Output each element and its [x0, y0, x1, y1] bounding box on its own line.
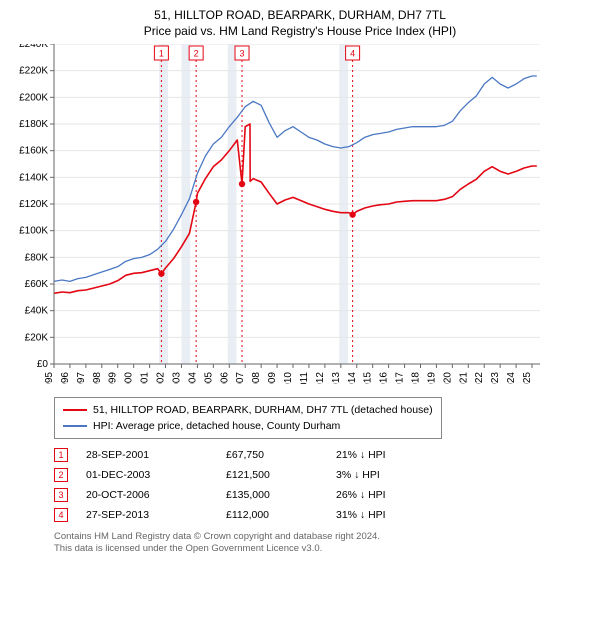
- row-marker: 1: [54, 448, 68, 462]
- svg-text:2007: 2007: [235, 372, 246, 384]
- svg-text:1: 1: [159, 49, 164, 59]
- svg-text:2012: 2012: [315, 372, 326, 384]
- svg-text:£160K: £160K: [19, 146, 48, 157]
- row-pct: 26% ↓ HPI: [336, 489, 466, 501]
- footer-line-2: This data is licensed under the Open Gov…: [54, 543, 590, 555]
- row-date: 01-DEC-2003: [86, 469, 226, 481]
- row-price: £121,500: [226, 469, 336, 481]
- svg-text:2011: 2011: [299, 372, 310, 384]
- svg-text:2010: 2010: [283, 372, 294, 384]
- svg-text:2006: 2006: [219, 372, 230, 384]
- row-date: 28-SEP-2001: [86, 449, 226, 461]
- svg-text:2018: 2018: [410, 372, 421, 384]
- svg-text:2008: 2008: [251, 372, 262, 384]
- svg-text:2020: 2020: [442, 372, 453, 384]
- svg-text:£200K: £200K: [19, 92, 48, 103]
- svg-text:2015: 2015: [363, 372, 374, 384]
- row-date: 20-OCT-2006: [86, 489, 226, 501]
- row-marker: 3: [54, 488, 68, 502]
- svg-text:2000: 2000: [124, 372, 135, 384]
- svg-text:2004: 2004: [187, 372, 198, 384]
- svg-text:£140K: £140K: [19, 172, 48, 183]
- svg-text:2013: 2013: [331, 372, 342, 384]
- svg-text:2025: 2025: [522, 372, 533, 384]
- svg-text:2002: 2002: [156, 372, 167, 384]
- table-row: 2 01-DEC-2003£121,5003% ↓ HPI: [54, 465, 590, 485]
- legend-box: 51, HILLTOP ROAD, BEARPARK, DURHAM, DH7 …: [54, 397, 442, 439]
- legend-row: 51, HILLTOP ROAD, BEARPARK, DURHAM, DH7 …: [63, 402, 433, 418]
- svg-text:£240K: £240K: [19, 44, 48, 50]
- svg-text:2014: 2014: [347, 372, 358, 384]
- svg-text:£220K: £220K: [19, 66, 48, 77]
- row-pct: 21% ↓ HPI: [336, 449, 466, 461]
- chart-title: 51, HILLTOP ROAD, BEARPARK, DURHAM, DH7 …: [10, 8, 590, 22]
- svg-text:2016: 2016: [379, 372, 390, 384]
- svg-text:2024: 2024: [506, 372, 517, 384]
- svg-text:2023: 2023: [490, 372, 501, 384]
- svg-text:2021: 2021: [458, 372, 469, 384]
- svg-text:2003: 2003: [171, 372, 182, 384]
- svg-text:2017: 2017: [395, 372, 406, 384]
- chart-area: £0 £20K £40K £60K £80K £100K £120K £140K £160K £1…: [10, 44, 590, 389]
- legend-row: HPI: Average price, detached house, Coun…: [63, 418, 433, 434]
- svg-text:£0: £0: [37, 359, 49, 370]
- footer-attribution: Contains HM Land Registry data © Crown c…: [54, 531, 590, 556]
- svg-text:£60K: £60K: [25, 279, 49, 290]
- row-pct: 31% ↓ HPI: [336, 509, 466, 521]
- svg-text:2: 2: [194, 49, 199, 59]
- svg-text:£180K: £180K: [19, 119, 48, 130]
- svg-text:1998: 1998: [92, 372, 103, 384]
- legend-label: 51, HILLTOP ROAD, BEARPARK, DURHAM, DH7 …: [93, 404, 433, 416]
- svg-text:£100K: £100K: [19, 226, 48, 237]
- table-row: 4 27-SEP-2013£112,00031% ↓ HPI: [54, 505, 590, 525]
- svg-text:3: 3: [240, 49, 245, 59]
- chart-subtitle: Price paid vs. HM Land Registry's House …: [10, 24, 590, 38]
- row-marker: 4: [54, 508, 68, 522]
- row-price: £112,000: [226, 509, 336, 521]
- row-marker: 2: [54, 468, 68, 482]
- svg-text:2022: 2022: [474, 372, 485, 384]
- footer-line-1: Contains HM Land Registry data © Crown c…: [54, 531, 590, 543]
- table-row: 1 28-SEP-2001£67,75021% ↓ HPI: [54, 445, 590, 465]
- row-price: £67,750: [226, 449, 336, 461]
- legend-swatch: [63, 409, 87, 411]
- svg-text:£40K: £40K: [25, 306, 49, 317]
- svg-text:4: 4: [350, 49, 355, 59]
- line-chart-svg: £0 £20K £40K £60K £80K £100K £120K £140K £160K £1…: [10, 44, 540, 384]
- svg-text:2005: 2005: [203, 372, 214, 384]
- svg-text:£80K: £80K: [25, 252, 49, 263]
- row-price: £135,000: [226, 489, 336, 501]
- row-date: 27-SEP-2013: [86, 509, 226, 521]
- svg-text:£20K: £20K: [25, 332, 49, 343]
- svg-text:1996: 1996: [60, 372, 71, 384]
- legend-swatch: [63, 425, 87, 427]
- svg-text:2019: 2019: [426, 372, 437, 384]
- page-root: 51, HILLTOP ROAD, BEARPARK, DURHAM, DH7 …: [0, 0, 600, 564]
- transactions-table: 1 28-SEP-2001£67,75021% ↓ HPI 2 01-DEC-2003…: [54, 445, 590, 525]
- svg-text:2001: 2001: [140, 372, 151, 384]
- svg-text:1995: 1995: [44, 372, 55, 384]
- legend-label: HPI: Average price, detached house, Coun…: [93, 420, 340, 432]
- svg-text:1999: 1999: [108, 372, 119, 384]
- row-pct: 3% ↓ HPI: [336, 469, 466, 481]
- table-row: 3 20-OCT-2006£135,00026% ↓ HPI: [54, 485, 590, 505]
- svg-text:£120K: £120K: [19, 199, 48, 210]
- svg-text:2009: 2009: [267, 372, 278, 384]
- svg-text:1997: 1997: [76, 372, 87, 384]
